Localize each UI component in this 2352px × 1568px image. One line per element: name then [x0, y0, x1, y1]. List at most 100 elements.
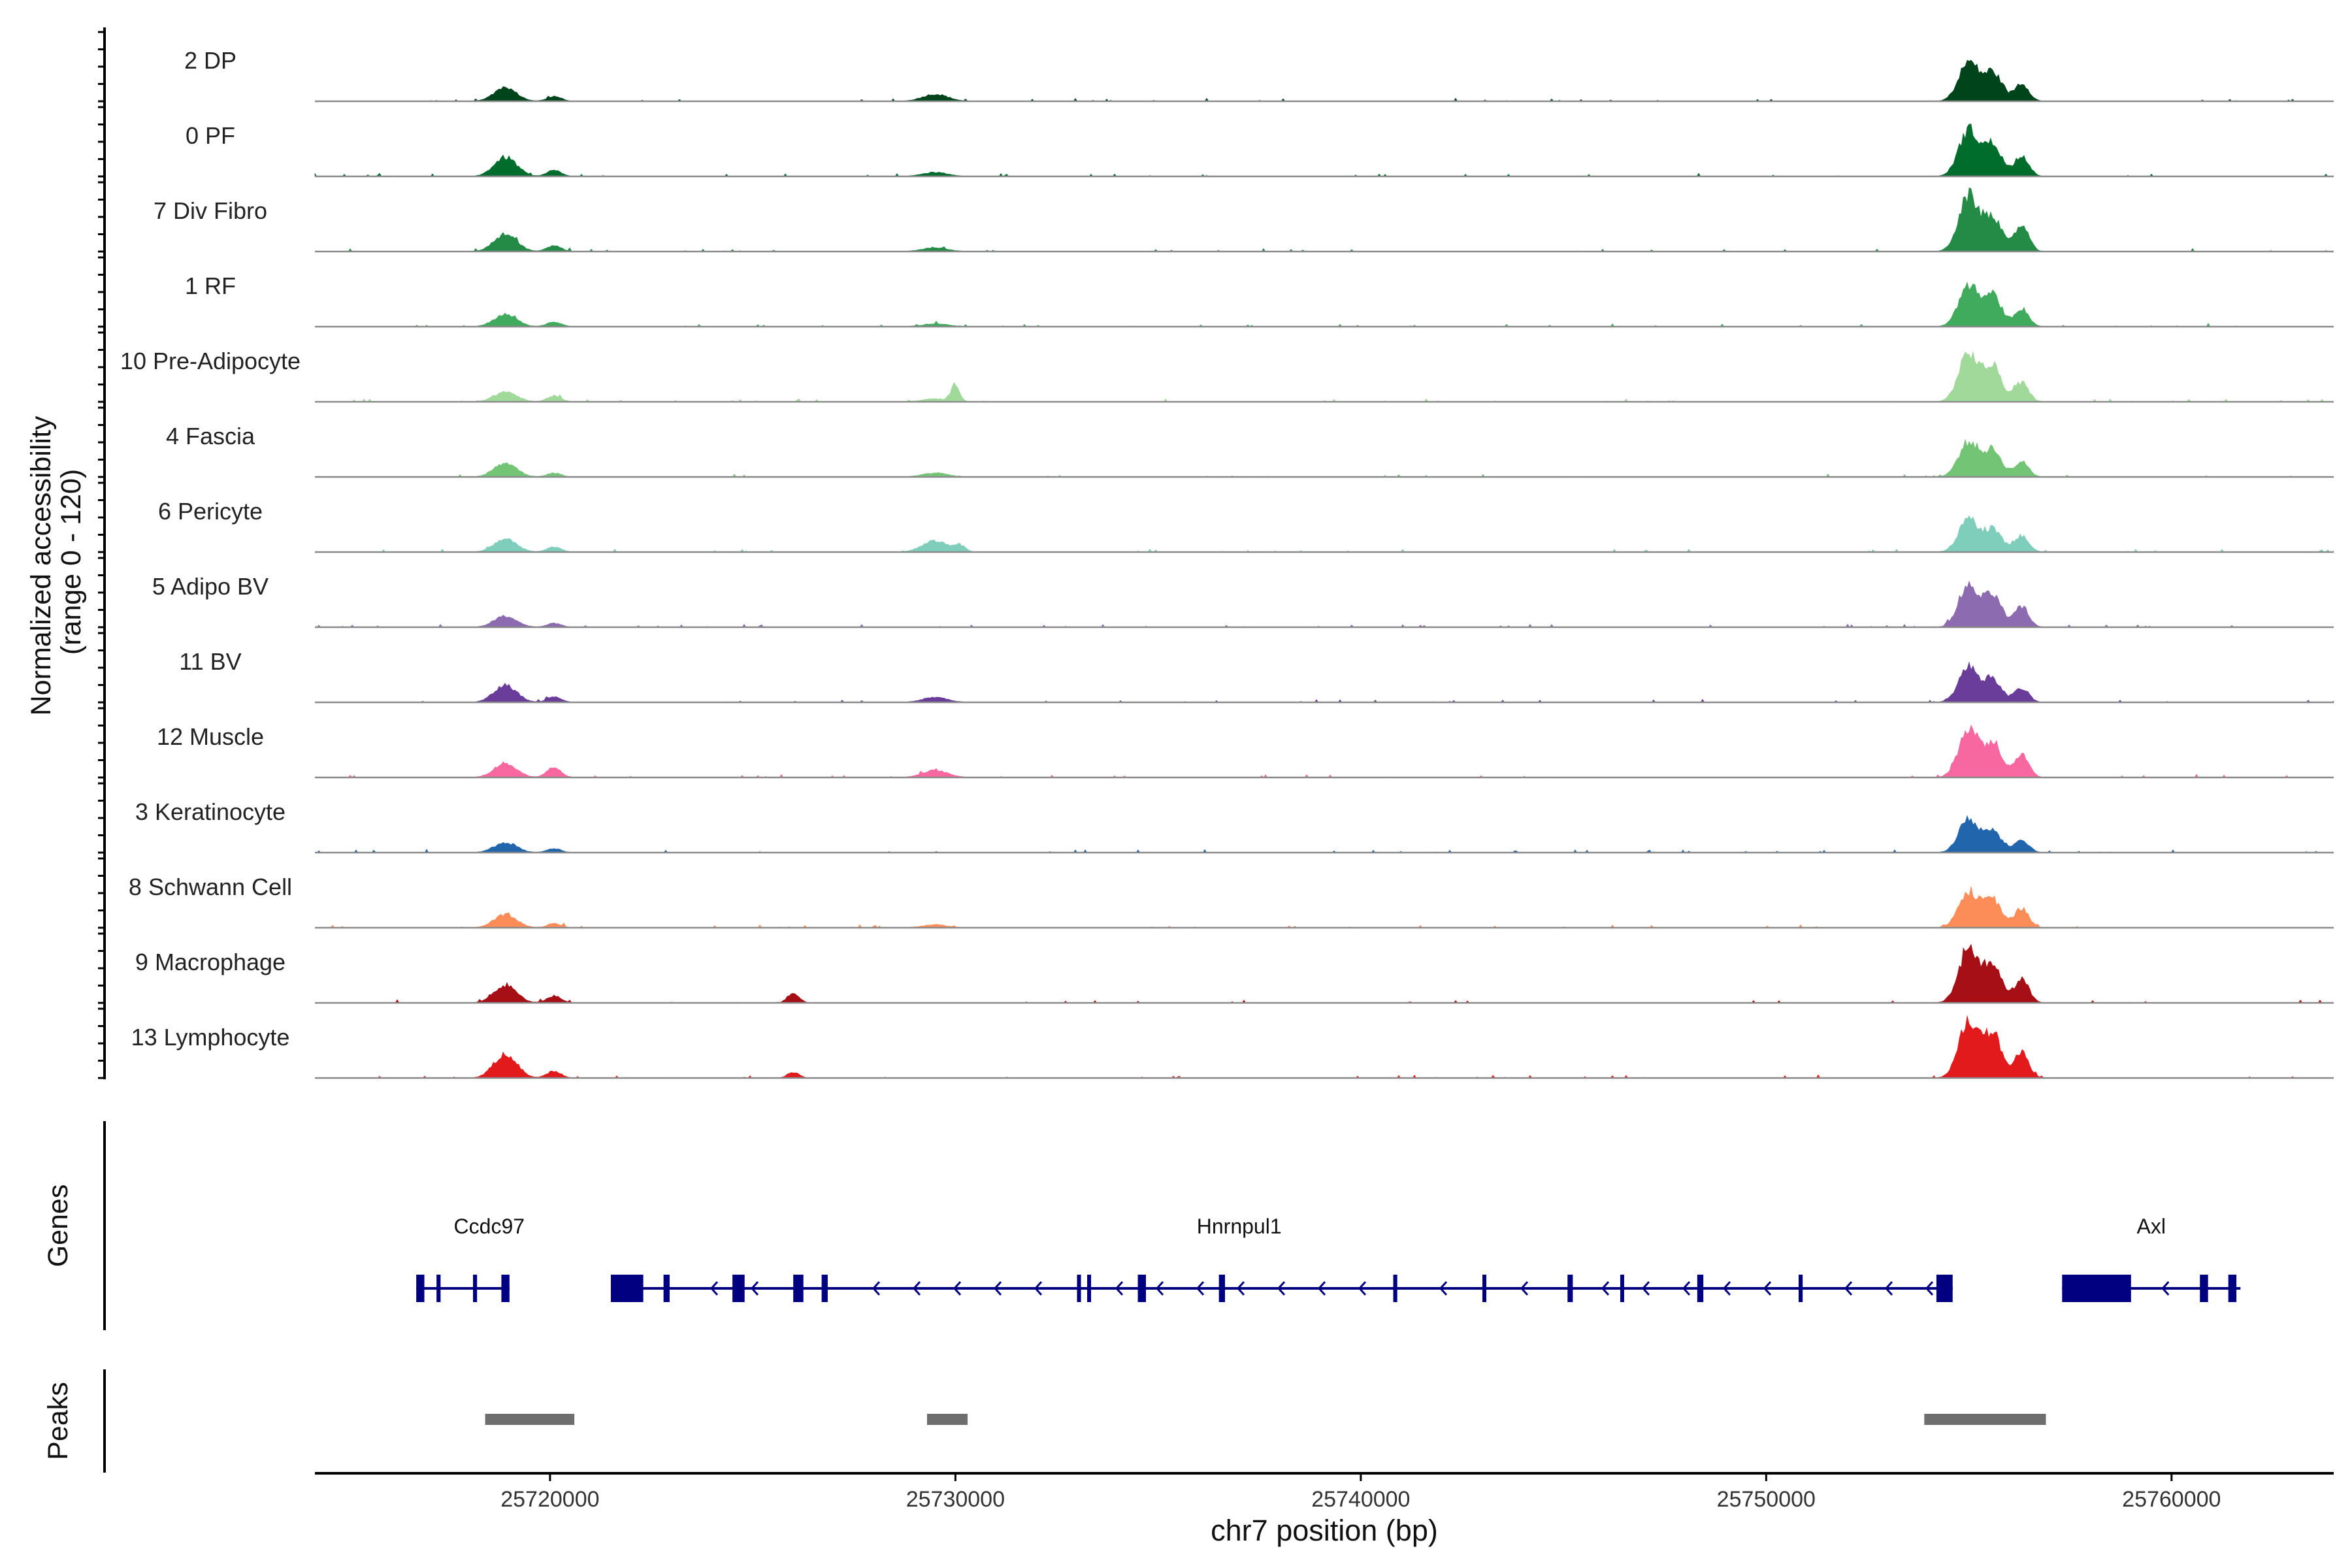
track-coverage-area [315, 886, 2334, 928]
gene-exon [1137, 1275, 1146, 1302]
track-coverage-area [315, 439, 2334, 478]
strand-arrow [1763, 1281, 1772, 1296]
track-label: 2 DP [184, 47, 237, 74]
track-coverage-area [315, 515, 2334, 553]
strand-arrow [2161, 1281, 2170, 1296]
gene-exon [1798, 1275, 1803, 1302]
x-axis-label: chr7 position (bp) [1211, 1514, 1438, 1547]
x-tick-label: 25730000 [906, 1487, 1005, 1512]
gene-exon [2228, 1275, 2237, 1302]
track-6: 4 Fascia [166, 423, 2334, 478]
strand-arrow [953, 1281, 962, 1296]
track-coverage-area [315, 815, 2334, 853]
gene-label: Hnrnpul1 [1197, 1215, 1282, 1238]
gene-exon [472, 1275, 478, 1302]
gene-exon [1077, 1275, 1081, 1302]
strand-arrow [1844, 1281, 1853, 1296]
peak-regions [485, 1414, 2046, 1425]
genes-panel: Genes Ccdc97 Hnrnpul1 Axl [42, 1121, 2241, 1330]
gene-exon [610, 1275, 644, 1302]
track-12: 8 Schwann Cell [129, 874, 2334, 929]
track-label: 9 Macrophage [135, 949, 286, 975]
genes-panel-label: Genes [42, 1184, 74, 1267]
peak-region [926, 1414, 968, 1425]
peaks-panel-label: Peaks [42, 1382, 74, 1460]
strand-arrow [1358, 1281, 1367, 1296]
track-10: 12 Muscle [157, 723, 2334, 779]
track-5: 10 Pre-Adipocyte [120, 348, 2334, 403]
gene-exon [1482, 1275, 1486, 1302]
x-tick-label: 25760000 [2122, 1487, 2221, 1512]
track-coverage-area [315, 59, 2334, 102]
gene-exon [1567, 1275, 1573, 1302]
gene-exon [1936, 1275, 1953, 1302]
strand-arrow [1236, 1281, 1245, 1296]
peak-region [1924, 1414, 2046, 1425]
y-axis-label: Normalized accessibility (range 0 - 120) [25, 408, 87, 716]
x-tick-label: 25740000 [1311, 1487, 1410, 1512]
track-label: 11 BV [179, 648, 241, 675]
track-label: 5 Adipo BV [152, 573, 269, 600]
peaks-panel: Peaks [42, 1369, 2046, 1473]
strand-arrow [1641, 1281, 1650, 1296]
track-13: 9 Macrophage [135, 943, 2334, 1004]
y-axis: Normalized accessibility (range 0 - 120) [25, 27, 106, 1079]
strand-arrow [710, 1281, 719, 1296]
gene-models: Ccdc97 Hnrnpul1 Axl [416, 1215, 2241, 1302]
track-7: 6 Pericyte [158, 498, 2334, 553]
track-coverage-area [314, 123, 2334, 177]
track-coverage-area [315, 943, 2334, 1004]
strand-arrow [750, 1281, 759, 1296]
strand-arrow [1722, 1281, 1731, 1296]
gene-exon [663, 1275, 670, 1302]
strand-arrow [1520, 1281, 1529, 1296]
track-8: 5 Adipo BV [152, 573, 2334, 629]
strand-arrow [1925, 1281, 1934, 1296]
track-label: 3 Keratinocyte [135, 798, 286, 825]
gene-ccdc97: Ccdc97 [416, 1215, 525, 1302]
gene-hnrnpul1: Hnrnpul1 [610, 1215, 1953, 1302]
peak-region [485, 1414, 575, 1425]
strand-arrow [1155, 1281, 1164, 1296]
gene-exon [821, 1275, 828, 1302]
track-coverage-area [315, 281, 2334, 327]
strand-arrow [872, 1281, 881, 1296]
strand-arrow [1884, 1281, 1893, 1296]
gene-axl: Axl [2062, 1215, 2241, 1302]
track-coverage-area [315, 351, 2334, 402]
x-tick-label: 25720000 [500, 1487, 599, 1512]
track-label: 13 Lymphocyte [131, 1024, 290, 1051]
track-1: 2 DP [184, 47, 2334, 103]
strand-arrow [1034, 1281, 1043, 1296]
gene-exon [793, 1275, 804, 1302]
strand-arrow [1277, 1281, 1286, 1296]
track-label: 8 Schwann Cell [129, 874, 292, 900]
gene-exon [1087, 1275, 1092, 1302]
y-axis-label-line1: Normalized accessibility [25, 416, 57, 715]
gene-exon [1393, 1275, 1397, 1302]
gene-label: Ccdc97 [454, 1215, 525, 1238]
strand-arrow [1317, 1281, 1326, 1296]
gene-exon [501, 1275, 510, 1302]
gene-exon [732, 1275, 745, 1302]
strand-arrow [1439, 1281, 1448, 1296]
gene-label: Axl [2137, 1215, 2166, 1238]
track-label: 4 Fascia [166, 423, 255, 449]
y-axis-label-line2: (range 0 - 120) [56, 469, 87, 655]
strand-arrow [1115, 1281, 1124, 1296]
y-axis-ticks [98, 31, 105, 1079]
strand-arrow [1196, 1281, 1205, 1296]
x-axis-ticks: 25720000 25730000 25740000 25750000 25760000 [500, 1473, 2221, 1512]
track-label: 12 Muscle [157, 723, 264, 750]
coverage-tracks: 2 DP 0 PF 7 Div Fibro 1 RF 10 Pre-Adipocyte 4… [120, 47, 2334, 1079]
gene-exon [2062, 1275, 2131, 1302]
track-label: 0 PF [186, 122, 235, 149]
track-coverage-area [315, 661, 2334, 703]
track-9: 11 BV [179, 648, 2334, 704]
strand-arrow [1682, 1281, 1691, 1296]
track-coverage-area [315, 580, 2334, 628]
track-coverage-area [315, 724, 2334, 778]
x-axis: 25720000 25730000 25740000 25750000 25760000… [315, 1472, 2334, 1547]
gene-exon [1697, 1275, 1704, 1302]
